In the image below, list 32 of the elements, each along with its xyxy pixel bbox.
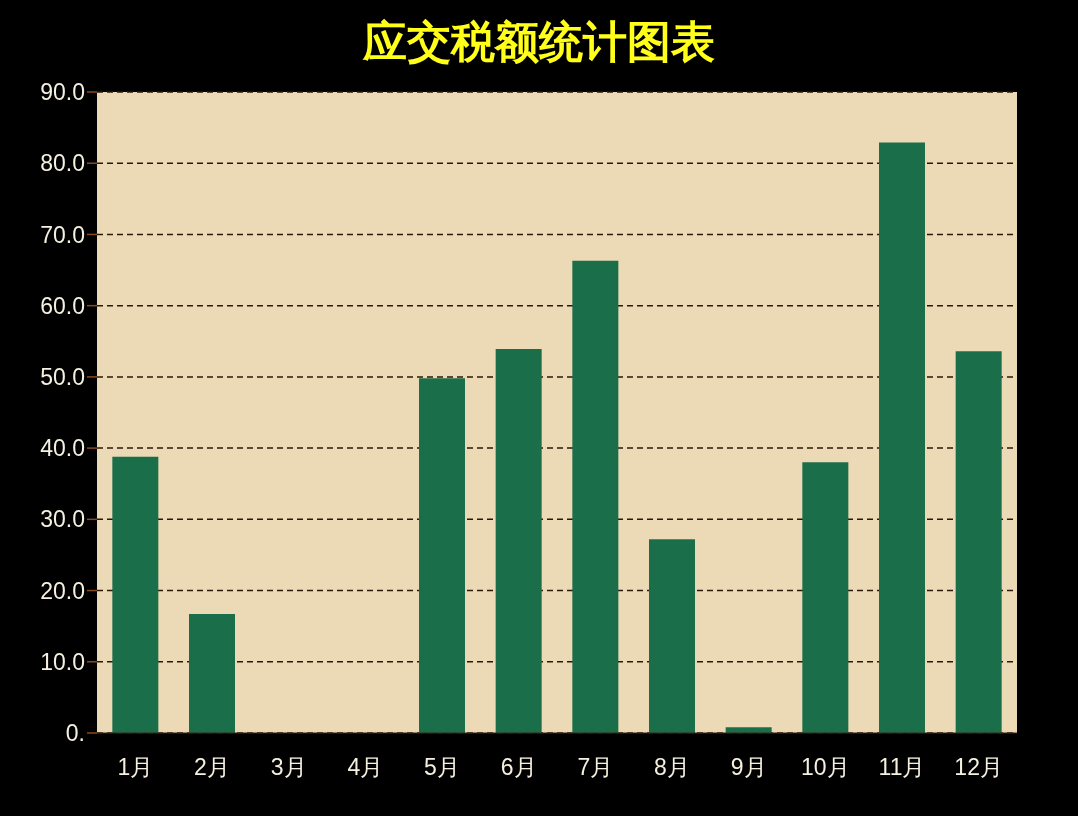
y-tick-label: 70.0 [40,221,85,248]
y-tick-label: 10.0 [40,648,85,675]
bar [572,260,619,733]
chart-title: 应交税额统计图表 [361,16,716,68]
x-tick-label: 10月 [801,754,850,781]
x-tick-label: 3月 [270,754,307,781]
y-tick-label: 30.0 [40,506,85,533]
y-tick-label: 80.0 [40,150,85,177]
bar [802,462,849,733]
x-tick-label: 7月 [577,754,614,781]
x-tick-label: 2月 [194,754,230,781]
bar [189,614,235,733]
bar [419,378,465,733]
x-tick-label: 8月 [654,754,690,781]
bar [649,539,695,733]
bar [955,351,1002,733]
x-tick-label: 5月 [424,754,460,781]
y-tick-label: 20.0 [40,577,85,604]
y-tick-label: 90.0 [40,79,85,106]
x-tick-label: 6月 [500,754,537,781]
y-tick-label: 0. [65,720,85,747]
x-tick-label: 11月 [878,754,926,781]
bar [495,349,542,733]
x-tick-label: 1月 [117,754,154,781]
y-tick-label: 40.0 [40,435,85,462]
y-tick-label: 50.0 [40,364,85,391]
y-tick-label: 60.0 [40,292,85,319]
bar [112,456,159,733]
bar [879,142,925,733]
x-tick-label: 9月 [730,754,767,781]
x-tick-label: 4月 [347,754,384,781]
x-tick-label: 12月 [954,754,1003,781]
